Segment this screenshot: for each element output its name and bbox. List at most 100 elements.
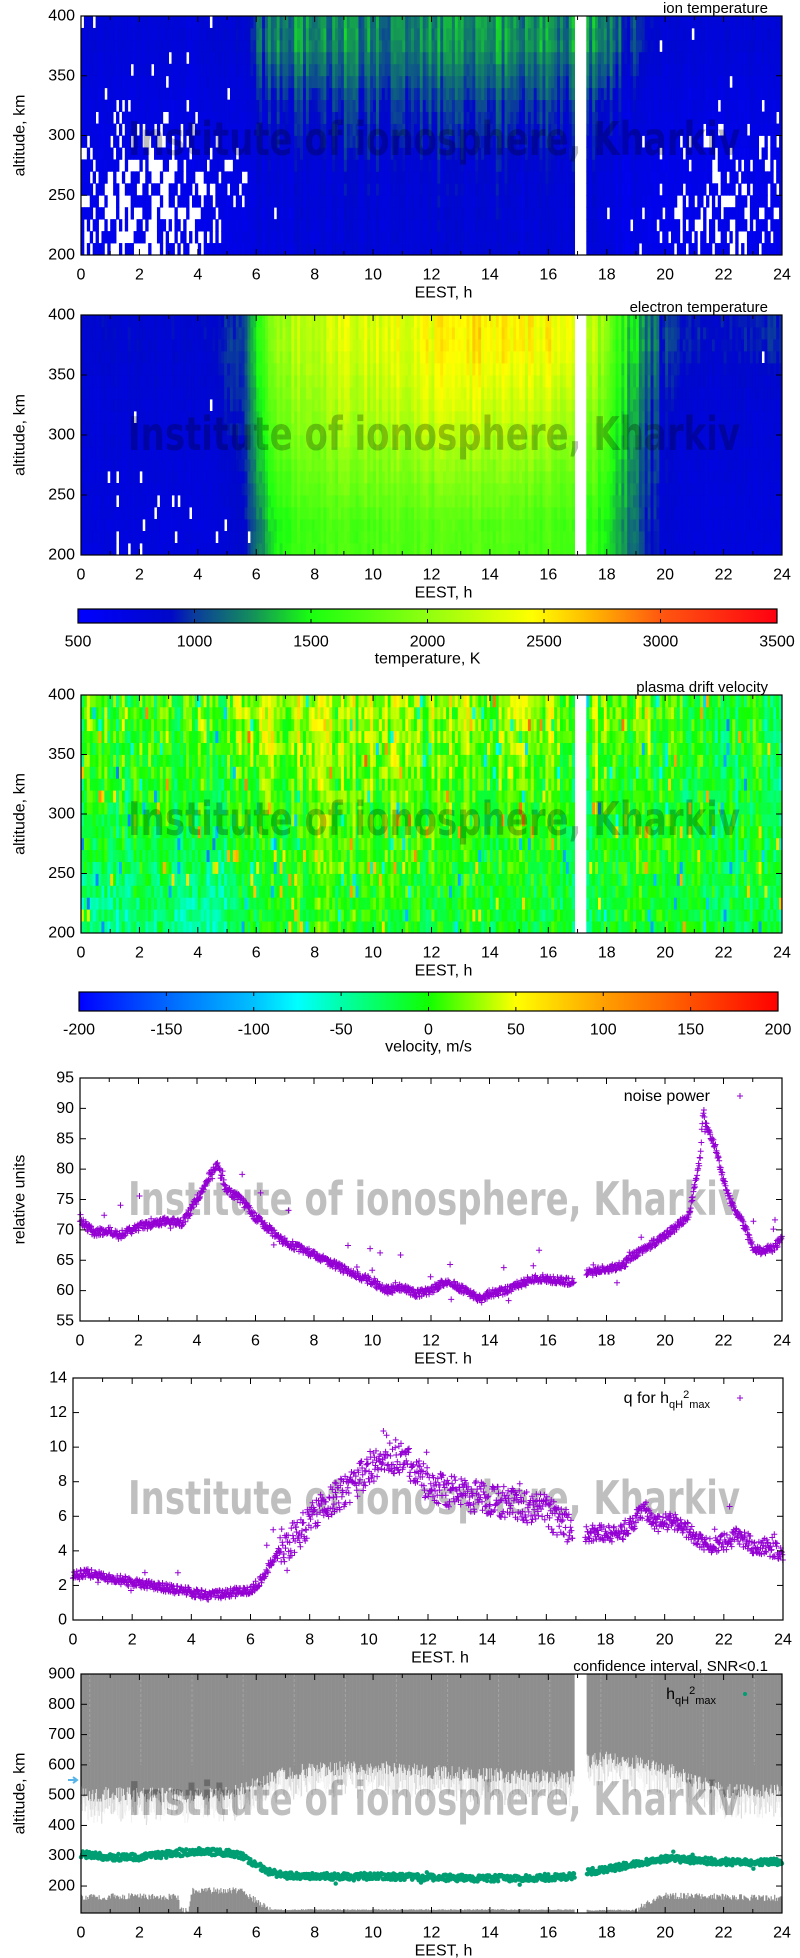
heatmap-cell [624,27,628,41]
heatmap-cell [761,63,765,77]
heatmap-cell [270,219,275,232]
heatmap-cell [174,51,178,65]
heatmap-cell [732,135,736,148]
heatmap-cell [443,135,447,148]
heatmap-cell [437,207,441,220]
heatmap-cell [384,159,389,172]
heatmap-cell [691,99,695,112]
heatmap-cell [600,123,605,136]
heatmap-cell [484,147,488,160]
heatmap-cell [203,111,207,124]
heatmap-cell [396,207,400,220]
heatmap-cell [151,16,155,29]
heatmap-cell [641,39,646,53]
heatmap-cell [711,51,716,65]
heatmap-cell [165,63,170,77]
heatmap-cell [98,159,102,172]
heatmap-cell [267,147,272,160]
heatmap-cell [609,51,613,65]
heatmap-cell [101,327,105,340]
heatmap-cell [224,147,228,160]
heatmap-cell [104,399,108,412]
heatmap-cell [679,51,684,65]
heatmap-cell [393,87,397,101]
heatmap-cell [113,171,117,184]
heatmap-cell [752,243,757,256]
heatmap-cell [431,183,435,196]
heatmap-cell [770,75,774,89]
heatmap-cell [148,543,152,556]
heatmap-cell [422,231,427,244]
heatmap-cell [203,63,207,77]
heatmap-cell [116,363,120,376]
heatmap-cell [697,147,701,160]
heatmap-cell [746,27,751,41]
heatmap-cell [373,147,377,160]
heatmap-cell [527,51,532,65]
heatmap-cell [644,219,649,232]
heatmap-cell [89,483,94,496]
heatmap-cell [177,63,181,77]
heatmap-cell [749,39,754,53]
heatmap-cell [232,207,237,220]
heatmap-cell [378,51,383,65]
heatmap-cell [224,195,228,208]
heatmap-cell [148,99,152,112]
heatmap-cell [139,111,143,124]
heatmap-cell [110,123,114,136]
heatmap-cell [478,159,482,172]
heatmap-cell [186,111,190,124]
heatmap-cell [694,63,698,77]
heatmap-cell [142,75,146,89]
heatmap-cell [443,147,447,160]
heatmap-cell [218,111,222,124]
heatmap-cell [92,327,96,340]
heatmap-cell [81,315,85,328]
heatmap-cell [530,147,535,160]
heatmap-cell [612,111,616,124]
heatmap-cell [691,243,695,256]
heatmap-cell [127,519,132,532]
heatmap-cell [297,16,301,29]
heatmap-cell [110,375,114,388]
heatmap-cell [396,51,400,65]
heatmap-cell [133,339,137,352]
heatmap-cell [154,39,158,53]
heatmap-cell [227,231,231,244]
heatmap-cell [323,16,327,29]
heatmap-cell [776,123,780,136]
heatmap-cell [124,75,129,89]
heatmap-cell [241,135,245,148]
heatmap-cell [86,543,91,556]
heatmap-cell [98,339,102,352]
heatmap-cell [358,51,362,65]
heatmap-cell [346,207,351,220]
heatmap-cell [297,39,301,53]
heatmap-cell [487,195,491,208]
heatmap-cell [539,39,543,53]
heatmap-cell [142,459,146,472]
heatmap-cell [732,111,736,124]
heatmap-cell [469,219,473,232]
heatmap-cell [302,51,307,65]
heatmap-cell [764,51,768,65]
heatmap-cell [449,135,453,148]
heatmap-cell [469,135,473,148]
heatmap-cell [513,99,517,112]
heatmap-cell [621,39,625,53]
heatmap-cell [671,51,675,65]
heatmap-cell [627,63,631,77]
heatmap-cell [361,51,365,65]
heatmap-cell [659,195,663,208]
heatmap-cell [449,195,453,208]
heatmap-cell [110,327,114,340]
heatmap-cell [595,183,599,196]
heatmap-cell [145,387,149,400]
x-tick-label: 8 [310,267,319,284]
heatmap-cell [519,159,523,172]
heatmap-cell [89,195,94,208]
heatmap-cell [422,87,427,101]
heatmap-cell [761,171,765,184]
heatmap-cell [676,183,681,196]
heatmap-cell [682,51,687,65]
